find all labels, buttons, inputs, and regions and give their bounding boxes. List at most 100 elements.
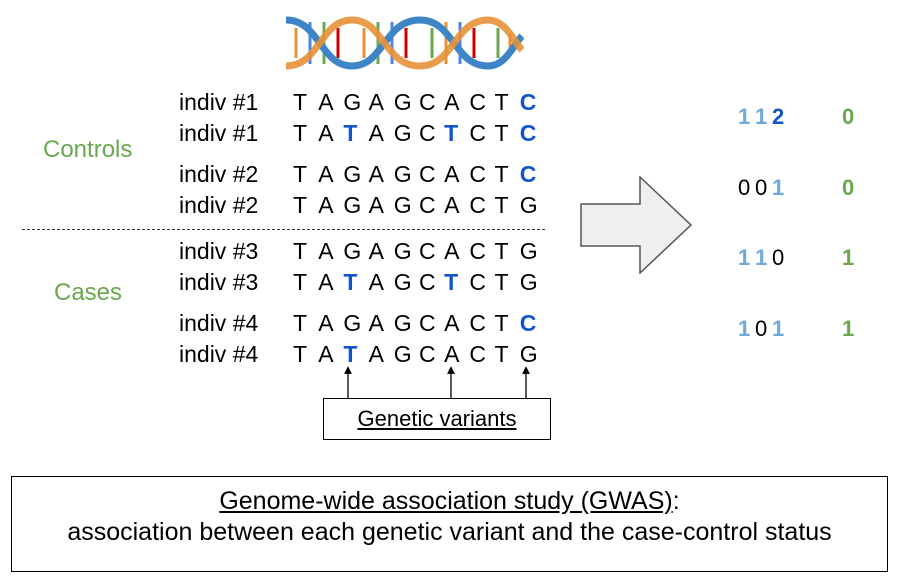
genotype-code: 0 — [772, 245, 785, 270]
nucleotide: C — [469, 238, 486, 264]
nucleotide: T — [444, 120, 459, 146]
nucleotide: T — [293, 89, 308, 115]
gwas-title-line: Genome-wide association study (GWAS): — [12, 487, 887, 516]
nucleotide: G — [343, 192, 362, 218]
nucleotide: C — [469, 161, 486, 187]
nucleotide: A — [444, 161, 460, 187]
genotype-code: 1 — [772, 316, 785, 341]
indiv-label: indiv #2 — [179, 161, 259, 187]
nucleotide: T — [293, 341, 308, 367]
nucleotide: C — [519, 89, 537, 115]
nucleotide: G — [519, 192, 538, 218]
nucleotide: C — [469, 269, 486, 295]
genotype-code: 1 — [738, 245, 751, 270]
genotype-code: 2 — [772, 104, 785, 129]
nucleotide: C — [418, 269, 436, 295]
nucleotide: C — [469, 192, 486, 218]
nucleotide: T — [343, 120, 358, 146]
nucleotide: T — [494, 238, 509, 264]
nucleotide: A — [368, 89, 384, 115]
genotype-code: 1 — [738, 104, 751, 129]
case-control-status: 1 — [842, 316, 855, 341]
nucleotide: T — [494, 120, 509, 146]
nucleotide: T — [293, 161, 308, 187]
nucleotide: G — [393, 238, 412, 264]
nucleotide: G — [393, 89, 412, 115]
genotype-code: 0 — [755, 175, 768, 200]
nucleotide: G — [343, 89, 362, 115]
nucleotide: C — [418, 238, 436, 264]
nucleotide: T — [343, 341, 358, 367]
nucleotide: A — [444, 192, 460, 218]
nucleotide: T — [494, 89, 509, 115]
nucleotide: G — [393, 192, 412, 218]
controls-label: Controls — [43, 136, 133, 163]
nucleotide: G — [519, 238, 538, 264]
nucleotide: G — [519, 269, 538, 295]
nucleotide: T — [494, 341, 509, 367]
nucleotide: G — [393, 310, 412, 336]
indiv-label: indiv #2 — [179, 192, 259, 218]
indiv-label: indiv #1 — [179, 89, 259, 115]
nucleotide: A — [318, 269, 334, 295]
nucleotide: A — [444, 238, 460, 264]
nucleotide: G — [519, 341, 538, 367]
nucleotide: C — [418, 341, 436, 367]
nucleotide: C — [469, 89, 486, 115]
nucleotide: C — [469, 120, 486, 146]
nucleotide: A — [444, 341, 460, 367]
nucleotide: A — [318, 238, 334, 264]
gwas-subtitle: association between each genetic variant… — [67, 518, 832, 546]
nucleotide: C — [469, 310, 486, 336]
nucleotide: G — [343, 238, 362, 264]
nucleotide: T — [494, 269, 509, 295]
nucleotide: G — [393, 120, 412, 146]
genotype-code: 1 — [755, 104, 768, 129]
nucleotide: T — [293, 120, 308, 146]
nucleotide: C — [418, 120, 436, 146]
nucleotide: A — [444, 89, 460, 115]
nucleotide: G — [393, 161, 412, 187]
case-control-status: 0 — [842, 104, 855, 129]
nucleotide: A — [318, 120, 334, 146]
group-divider — [22, 229, 545, 230]
nucleotide: C — [519, 310, 537, 336]
indiv-label: indiv #4 — [179, 341, 259, 367]
nucleotide: T — [494, 310, 509, 336]
nucleotide: C — [469, 341, 486, 367]
nucleotide: A — [444, 310, 460, 336]
nucleotide: G — [393, 341, 412, 367]
nucleotide: A — [368, 310, 384, 336]
genotype-code: 0 — [755, 316, 768, 341]
indiv-label: indiv #3 — [179, 269, 259, 295]
nucleotide: A — [368, 238, 384, 264]
case-control-status: 0 — [842, 175, 855, 200]
nucleotide: T — [494, 161, 509, 187]
case-control-status: 1 — [842, 245, 855, 270]
genetic-variants-box: Genetic variants — [323, 398, 551, 440]
genotype-code: 1 — [772, 175, 785, 200]
nucleotide: T — [343, 269, 358, 295]
nucleotide: T — [494, 192, 509, 218]
genetic-variants-label: Genetic variants — [357, 406, 517, 431]
nucleotide: A — [368, 341, 384, 367]
nucleotide: C — [519, 161, 537, 187]
genotype-code: 0 — [738, 175, 751, 200]
nucleotide: A — [318, 161, 334, 187]
nucleotide: C — [418, 192, 436, 218]
nucleotide: A — [318, 310, 334, 336]
genotype-code: 1 — [738, 316, 751, 341]
nucleotide: A — [318, 341, 334, 367]
gwas-colon: : — [672, 487, 680, 515]
indiv-label: indiv #4 — [179, 310, 259, 336]
